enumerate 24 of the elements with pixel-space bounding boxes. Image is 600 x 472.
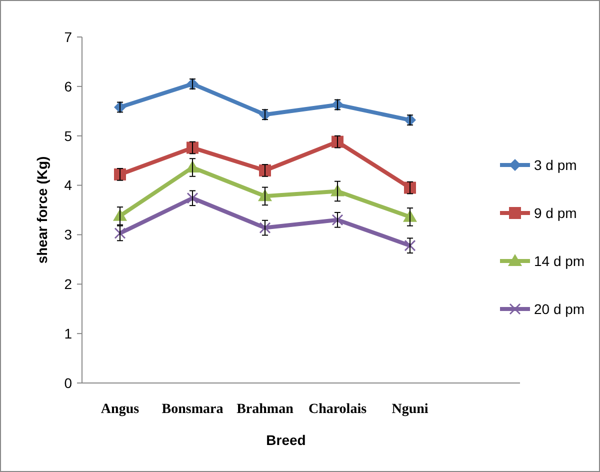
y-axis-title: shear force (Kg)	[34, 156, 50, 264]
legend-label: 20 d pm	[534, 300, 585, 317]
x-tick-label: Brahman	[236, 402, 294, 417]
y-tick-label: 3	[64, 226, 72, 243]
legend-label: 14 d pm	[534, 252, 585, 269]
point	[186, 192, 198, 204]
y-tick-label: 6	[64, 78, 72, 94]
y-tick-label: 4	[64, 177, 72, 194]
y-tick-label: 1	[64, 325, 72, 342]
x-tick-label: Bonsmara	[162, 402, 224, 417]
y-tick-label: 2	[64, 276, 72, 292]
point	[114, 227, 126, 239]
legend-label: 3 d pm	[534, 156, 577, 173]
x-tick-label: Angus	[100, 402, 140, 417]
point	[259, 222, 271, 234]
y-tick-label: 5	[64, 128, 72, 144]
legend-label: 9 d pm	[534, 204, 577, 221]
x-axis-title: Breed	[266, 432, 306, 448]
point	[404, 240, 416, 252]
y-tick-label: 0	[64, 374, 72, 391]
x-tick-label: Nguni	[392, 402, 428, 417]
x-tick-label: Charolais	[308, 402, 368, 417]
point	[332, 214, 344, 226]
y-tick-label: 7	[64, 28, 72, 45]
